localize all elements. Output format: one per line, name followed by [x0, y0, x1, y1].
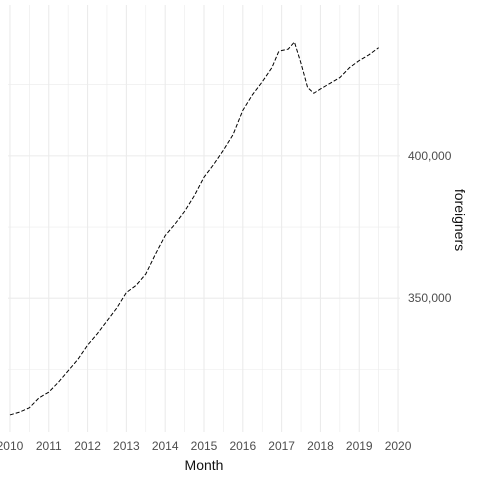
- x-tick-label: 2014: [152, 439, 179, 453]
- x-tick-label: 2016: [229, 439, 256, 453]
- x-tick-label: 2012: [74, 439, 101, 453]
- major-gridlines: [8, 5, 400, 432]
- x-tick-label: 2015: [191, 439, 218, 453]
- x-tick-label: 2017: [268, 439, 295, 453]
- y-axis-title: foreigners: [452, 189, 468, 251]
- x-tick-label: 2011: [36, 439, 62, 453]
- y-axis-tick-labels: 350,000 400,000: [408, 149, 452, 305]
- series-line: [9, 41, 379, 416]
- x-tick-label: 2010: [0, 439, 24, 453]
- x-tick-label: 2018: [307, 439, 334, 453]
- y-tick-label: 400,000: [408, 149, 452, 163]
- x-axis-title: Month: [185, 457, 224, 473]
- x-tick-label: 2013: [113, 439, 140, 453]
- x-axis-tick-labels: 2010 2011 2012 2013 2014 2015 2016 2017 2018 2019…: [0, 439, 412, 453]
- x-tick-label: 2020: [385, 439, 412, 453]
- x-tick-label: 2019: [346, 439, 373, 453]
- y-tick-label: 350,000: [408, 291, 452, 305]
- series-layer: [9, 41, 379, 416]
